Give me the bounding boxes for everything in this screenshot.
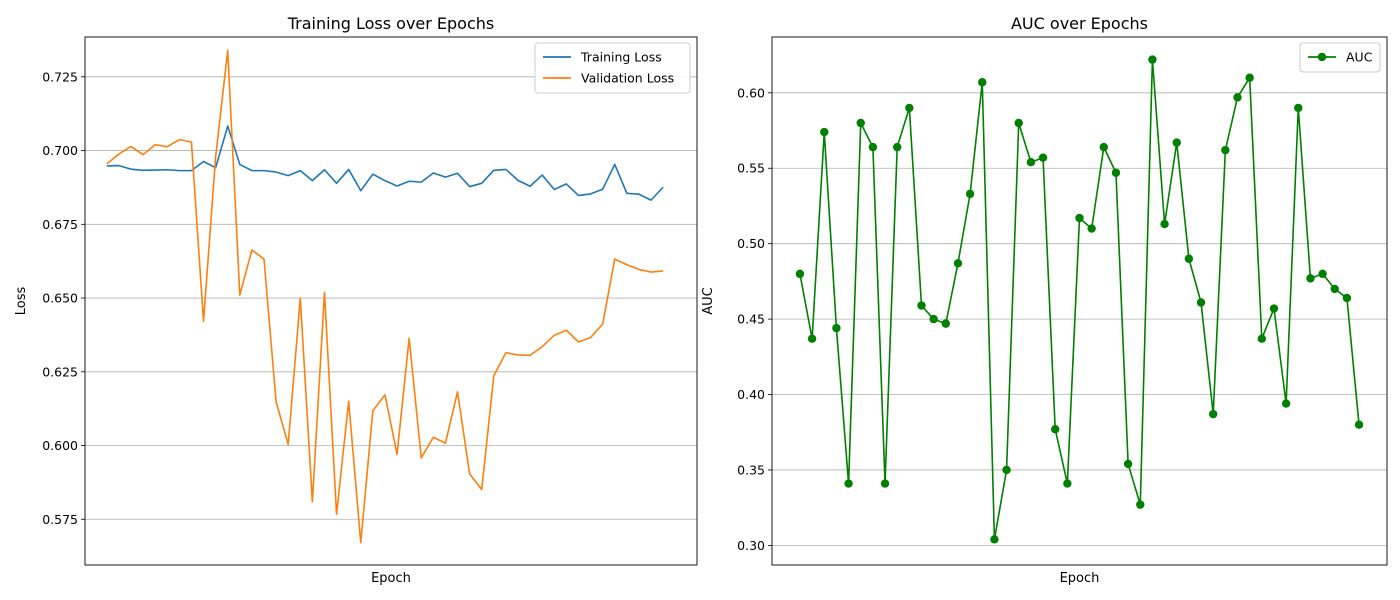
y-tick-label: 0.650 xyxy=(42,291,78,306)
legend-box xyxy=(534,42,691,94)
y-tick-label: 0.675 xyxy=(42,217,78,232)
series-line-1 xyxy=(106,125,664,201)
data-point xyxy=(953,259,963,268)
data-point xyxy=(1184,254,1194,263)
y-tick-label: 0.30 xyxy=(737,538,765,553)
data-point xyxy=(1026,158,1036,167)
y-tick-label: 0.600 xyxy=(42,438,78,453)
y-axis-label: Loss xyxy=(14,287,29,316)
x-axis-label: Epoch xyxy=(1060,571,1100,586)
data-point xyxy=(1075,213,1084,223)
data-point xyxy=(856,118,865,128)
data-point xyxy=(1221,145,1230,155)
y-axis-label: AUC xyxy=(701,287,716,315)
legend: Training Loss Validation Loss xyxy=(534,42,691,94)
data-point xyxy=(1318,269,1327,279)
y-tick-label: 0.625 xyxy=(42,364,78,379)
data-point xyxy=(1014,118,1023,128)
data-point xyxy=(1111,168,1121,177)
y-tick-label: 0.35 xyxy=(737,462,765,477)
data-point xyxy=(1050,425,1060,434)
y-tick-label: 0.575 xyxy=(42,512,78,527)
y-tick-label: 0.40 xyxy=(737,387,765,402)
data-point xyxy=(1038,153,1048,162)
chart-panel-1: 0.575 0.600 0.625 0.650 0.675 0.700 0.725 Train… xyxy=(14,14,698,586)
data-point xyxy=(978,78,987,87)
y-tick-label: 0.700 xyxy=(42,143,78,158)
y-tick-label: 0.725 xyxy=(42,69,78,84)
y-tick-label: 0.60 xyxy=(737,85,765,100)
data-point xyxy=(1099,142,1109,152)
data-point xyxy=(1257,334,1267,343)
axes-frame xyxy=(84,36,698,566)
data-point xyxy=(1196,298,1206,307)
data-point xyxy=(1354,420,1364,429)
data-point xyxy=(1281,399,1291,408)
data-point xyxy=(905,103,914,113)
data-point xyxy=(941,319,951,328)
data-point xyxy=(990,535,999,544)
legend-box xyxy=(1299,42,1381,73)
data-point xyxy=(892,142,902,152)
y-tick-label: 0.55 xyxy=(737,161,765,176)
axes-frame xyxy=(771,36,1388,566)
data-point xyxy=(1330,284,1339,294)
data-point xyxy=(1136,500,1145,509)
data-point xyxy=(1208,409,1218,419)
series-line-1 xyxy=(799,58,1360,541)
legend-marker xyxy=(1317,52,1327,62)
data-point xyxy=(965,189,975,199)
x-axis-label: Epoch xyxy=(371,571,411,586)
data-point xyxy=(1002,465,1011,475)
y-tick-label: 0.50 xyxy=(737,236,765,251)
data-point xyxy=(795,269,805,279)
data-point xyxy=(1269,304,1279,313)
legend-label: Training Loss xyxy=(580,50,662,65)
data-point xyxy=(1123,459,1133,469)
data-point xyxy=(1148,55,1157,64)
data-point xyxy=(1160,219,1169,229)
data-point xyxy=(1294,103,1303,113)
data-point xyxy=(1306,274,1315,283)
legend-label: Validation Loss xyxy=(581,71,674,86)
chart-title: Training Loss over Epochs xyxy=(287,14,495,33)
legend: AUC xyxy=(1299,42,1381,73)
data-point xyxy=(1063,479,1072,488)
data-point xyxy=(1342,293,1352,303)
data-point xyxy=(880,479,890,488)
data-point xyxy=(868,142,878,152)
y-tick-label: 0.45 xyxy=(737,312,765,327)
chart-title: AUC over Epochs xyxy=(1011,14,1148,33)
series-line-2 xyxy=(106,49,664,544)
data-point xyxy=(929,314,938,324)
data-point xyxy=(844,479,853,488)
chart-panel-2: 0.30 0.35 0.40 0.45 0.50 0.55 0.60 AUC over Epo… xyxy=(701,14,1388,586)
legend-label: AUC xyxy=(1346,50,1373,65)
data-point xyxy=(917,301,926,310)
data-point xyxy=(1233,93,1242,102)
data-point xyxy=(1245,73,1254,82)
data-point xyxy=(807,334,817,343)
data-point xyxy=(820,127,829,137)
data-point xyxy=(832,323,841,333)
data-point xyxy=(1087,224,1096,233)
data-point xyxy=(1172,138,1181,147)
